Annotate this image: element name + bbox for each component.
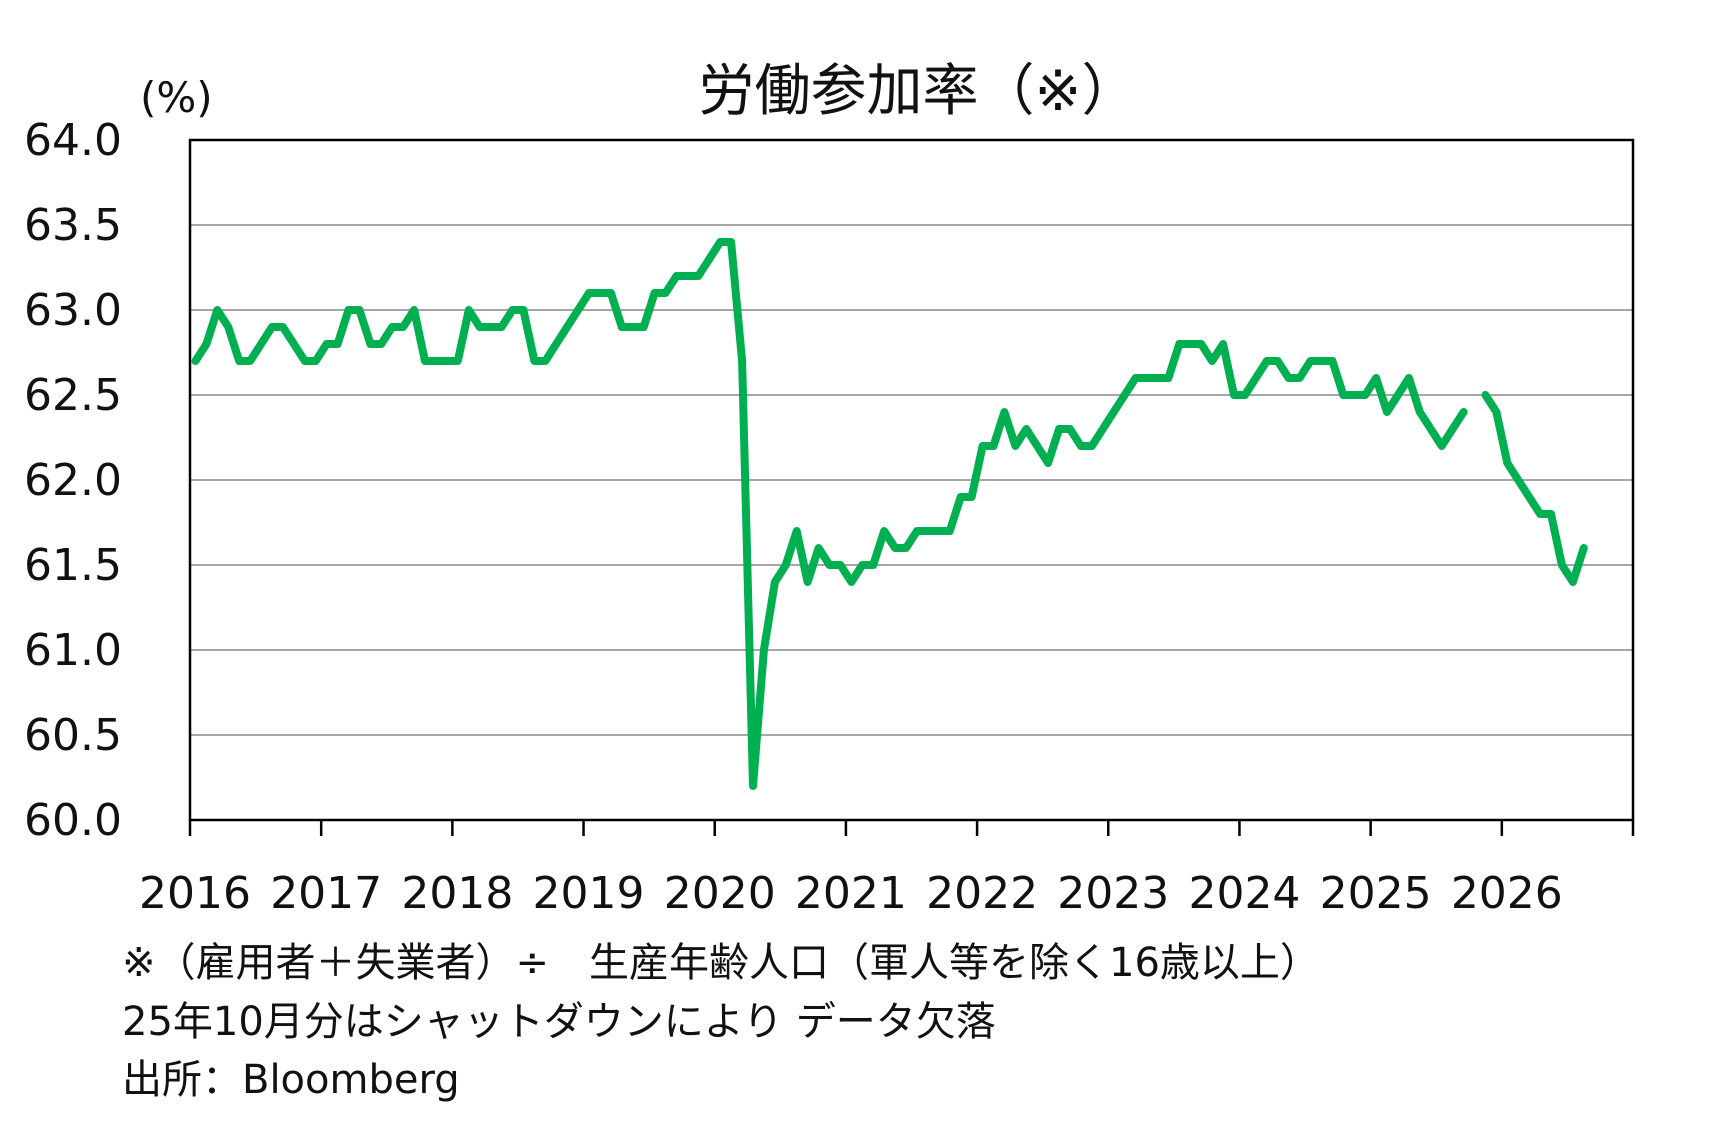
x-tick-label: 2017 <box>270 868 382 919</box>
source-note: 出所：Bloomberg <box>122 1057 460 1103</box>
y-tick-label: 62.0 <box>24 455 122 506</box>
y-axis-unit: (%) <box>140 73 213 122</box>
y-tick-label: 61.5 <box>24 540 122 591</box>
x-tick-labels: 2016 2017 2018 2019 2020 2021 2022 2023 2024 2025… <box>139 868 1563 919</box>
x-tick-label: 2018 <box>401 868 513 919</box>
series-line-segment-1 <box>191 238 1468 790</box>
x-tick-label: 2026 <box>1451 868 1563 919</box>
series-layer <box>191 238 1588 790</box>
y-tick-label: 63.0 <box>24 285 122 336</box>
x-tick-label: 2019 <box>533 868 645 919</box>
plot-frame <box>188 138 1635 822</box>
y-tick-label: 61.0 <box>24 625 122 676</box>
y-tick-label: 64.0 <box>24 115 122 166</box>
chart-title: 労働参加率（※） <box>699 59 1138 124</box>
x-tick-label: 2023 <box>1057 868 1169 919</box>
grid-lines <box>190 224 1633 736</box>
footnote-missing-data: 25年10月分はシャットダウンにより データ欠落 <box>122 999 996 1045</box>
footnote-definition: ※（雇用者＋失業者）÷ 生産年齢人口（軍人等を除く16歳以上） <box>122 940 1320 986</box>
x-tick-label: 2022 <box>926 868 1038 919</box>
y-tick-label: 60.0 <box>24 795 122 846</box>
x-tick-label: 2025 <box>1320 868 1432 919</box>
x-tick-label: 2021 <box>795 868 907 919</box>
x-tick-label: 2020 <box>664 868 776 919</box>
y-tick-label: 62.5 <box>24 370 122 421</box>
series-line-segment-2 <box>1481 391 1588 586</box>
x-tick-label: 2024 <box>1188 868 1300 919</box>
y-tick-labels: 64.0 63.5 63.0 62.5 62.0 61.5 61.0 60.5 60.0 <box>24 115 122 846</box>
x-tick-label: 2016 <box>139 868 251 919</box>
y-tick-label: 63.5 <box>24 200 122 251</box>
y-tick-label: 60.5 <box>24 710 122 761</box>
x-tick-marks <box>188 820 1635 836</box>
